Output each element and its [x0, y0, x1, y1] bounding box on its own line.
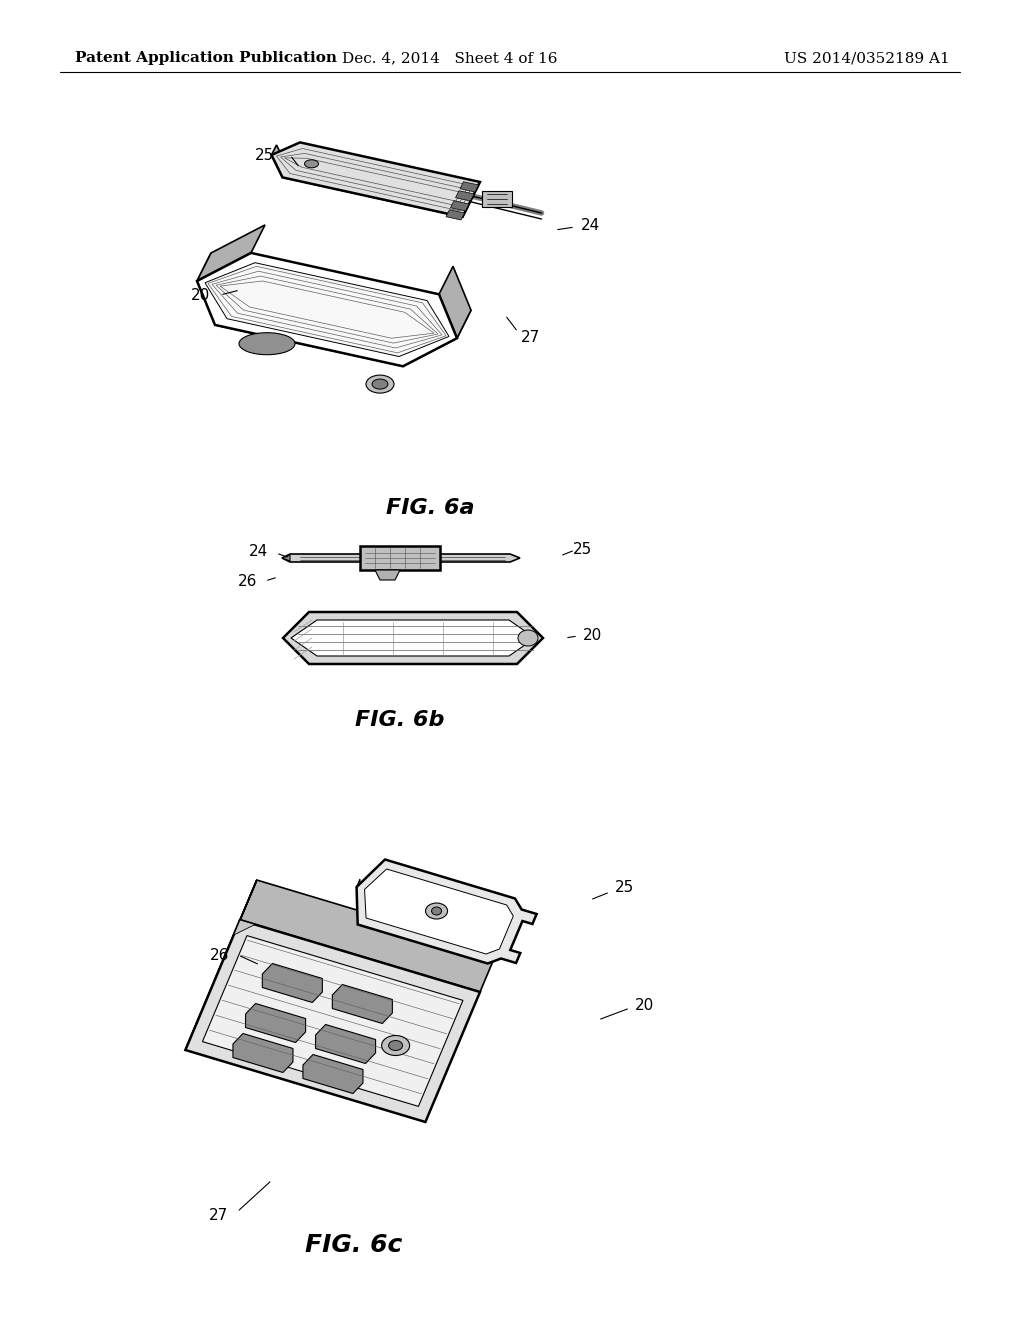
Text: 25: 25: [615, 880, 635, 895]
Text: 27: 27: [208, 1208, 227, 1222]
Polygon shape: [451, 201, 469, 211]
Polygon shape: [460, 182, 478, 191]
Text: FIG. 6a: FIG. 6a: [386, 498, 474, 517]
Polygon shape: [246, 1003, 305, 1043]
Polygon shape: [185, 920, 480, 1122]
Polygon shape: [283, 612, 543, 664]
Polygon shape: [356, 879, 492, 964]
Polygon shape: [446, 210, 465, 220]
Ellipse shape: [518, 630, 538, 645]
Text: 24: 24: [581, 218, 600, 232]
Polygon shape: [197, 253, 457, 366]
Text: 20: 20: [635, 998, 654, 1012]
Polygon shape: [356, 859, 537, 964]
Polygon shape: [375, 570, 400, 579]
Polygon shape: [282, 554, 290, 561]
Text: FIG. 6b: FIG. 6b: [355, 710, 444, 730]
Polygon shape: [360, 546, 440, 570]
Ellipse shape: [304, 160, 318, 168]
Polygon shape: [233, 920, 255, 935]
Ellipse shape: [366, 375, 394, 393]
Text: 25: 25: [572, 541, 592, 557]
Text: 26: 26: [210, 948, 229, 962]
Polygon shape: [365, 869, 513, 954]
Ellipse shape: [388, 1040, 402, 1051]
Polygon shape: [197, 253, 471, 366]
Polygon shape: [291, 620, 535, 656]
Polygon shape: [262, 964, 323, 1002]
Polygon shape: [456, 190, 474, 201]
Text: 20: 20: [190, 288, 210, 302]
Polygon shape: [232, 1034, 293, 1072]
Ellipse shape: [372, 379, 388, 389]
Polygon shape: [205, 263, 449, 356]
Polygon shape: [271, 145, 468, 216]
Text: US 2014/0352189 A1: US 2014/0352189 A1: [784, 51, 950, 65]
Polygon shape: [197, 224, 265, 281]
Polygon shape: [333, 985, 392, 1023]
Ellipse shape: [239, 333, 295, 355]
Text: FIG. 6c: FIG. 6c: [305, 1233, 402, 1257]
Polygon shape: [203, 936, 463, 1106]
Text: 24: 24: [249, 544, 267, 560]
Polygon shape: [315, 1024, 376, 1064]
Text: 20: 20: [584, 627, 603, 643]
Polygon shape: [282, 554, 520, 562]
Polygon shape: [303, 1055, 362, 1093]
Text: Dec. 4, 2014   Sheet 4 of 16: Dec. 4, 2014 Sheet 4 of 16: [342, 51, 558, 65]
Text: 25: 25: [255, 148, 274, 162]
Polygon shape: [211, 253, 471, 338]
Polygon shape: [240, 880, 497, 993]
Polygon shape: [271, 143, 480, 216]
Ellipse shape: [426, 903, 447, 919]
Text: 26: 26: [239, 574, 258, 590]
Ellipse shape: [382, 1035, 410, 1056]
Polygon shape: [481, 191, 512, 207]
Polygon shape: [439, 267, 471, 338]
Text: 27: 27: [520, 330, 540, 346]
Text: Patent Application Publication: Patent Application Publication: [75, 51, 337, 65]
Polygon shape: [185, 880, 257, 1049]
Ellipse shape: [431, 907, 441, 915]
